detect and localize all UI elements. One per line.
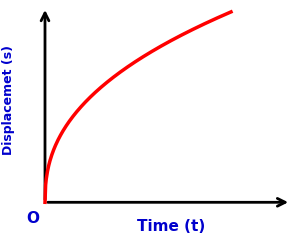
Text: Displacemet (s): Displacemet (s)	[2, 45, 16, 155]
Text: Time (t): Time (t)	[137, 218, 205, 234]
Text: O: O	[26, 211, 40, 227]
